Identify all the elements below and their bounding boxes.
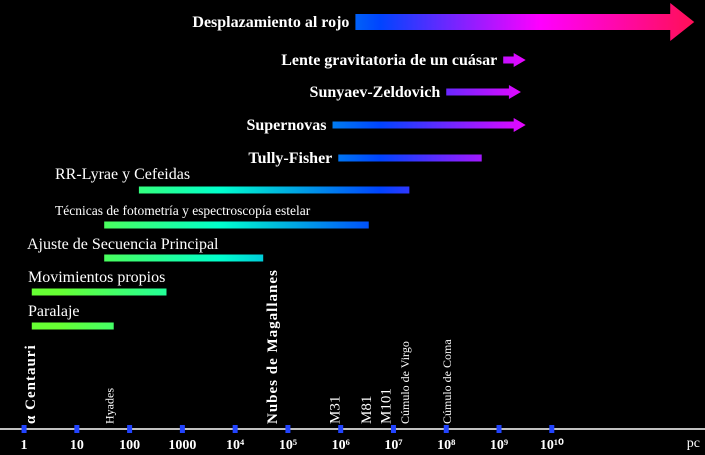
range-bar — [338, 154, 482, 162]
range-label: Movimientos propios — [28, 269, 165, 286]
range-bar — [138, 186, 410, 194]
object-label: M81 — [359, 396, 375, 424]
range-label: Ajuste de Secuencia Principal — [27, 236, 219, 253]
x-tick-label: 100 — [119, 438, 140, 453]
x-tick-label: 10⁷ — [384, 438, 402, 453]
range-bar — [332, 118, 526, 132]
object-label: Cúmulo de Virgo — [398, 341, 412, 424]
x-tick-label: 10⁶ — [332, 438, 350, 453]
x-tick-mark — [338, 425, 344, 433]
object-label: Cúmulo de Coma — [440, 339, 454, 424]
x-tick-mark — [443, 425, 449, 433]
x-tick-label: 1000 — [168, 438, 196, 453]
x-tick-mark — [21, 425, 27, 433]
range-label: Tully-Fisher — [248, 150, 332, 167]
range-bar — [104, 221, 369, 229]
range-label: Sunyaev-Zeldovich — [310, 84, 441, 101]
x-tick-label: 10 — [70, 438, 84, 453]
range-label: Lente gravitatoria de un cuásar — [281, 52, 497, 69]
range-label: Supernovas — [246, 117, 326, 134]
x-tick-label: 10⁵ — [279, 438, 297, 453]
x-tick-label: 10⁸ — [437, 438, 455, 453]
x-unit: pc — [687, 436, 700, 451]
range-bar — [31, 288, 167, 296]
x-tick-label: 10⁴ — [226, 438, 245, 453]
range-bar — [503, 53, 526, 67]
x-tick-mark — [232, 425, 238, 433]
range-label: RR-Lyrae y Cefeidas — [55, 166, 190, 183]
range-label: Técnicas de fotometría y espectroscopía … — [55, 203, 311, 218]
object-label: α Centauri — [23, 344, 39, 424]
range-bar — [31, 322, 114, 330]
x-tick-label: 10¹⁰ — [540, 438, 564, 453]
object-label: Nubes de Magallanes — [265, 269, 281, 424]
x-tick-label: 1 — [21, 438, 28, 453]
x-tick-mark — [285, 425, 291, 433]
object-label: Hyades — [103, 388, 117, 424]
x-tick-mark — [179, 425, 185, 433]
object-label: M101 — [378, 388, 394, 424]
range-bar — [446, 85, 521, 99]
x-tick-mark — [496, 425, 502, 433]
range-label: Desplazamiento al rojo — [192, 14, 349, 31]
range-label: Paralaje — [28, 303, 80, 320]
x-tick-label: 10⁹ — [490, 438, 508, 453]
range-bar — [355, 3, 695, 41]
x-tick-mark — [127, 425, 133, 433]
x-tick-mark — [74, 425, 80, 433]
x-tick-mark — [549, 425, 555, 433]
object-label: M31 — [328, 396, 344, 424]
x-tick-mark — [390, 425, 396, 433]
range-bar — [104, 254, 264, 262]
